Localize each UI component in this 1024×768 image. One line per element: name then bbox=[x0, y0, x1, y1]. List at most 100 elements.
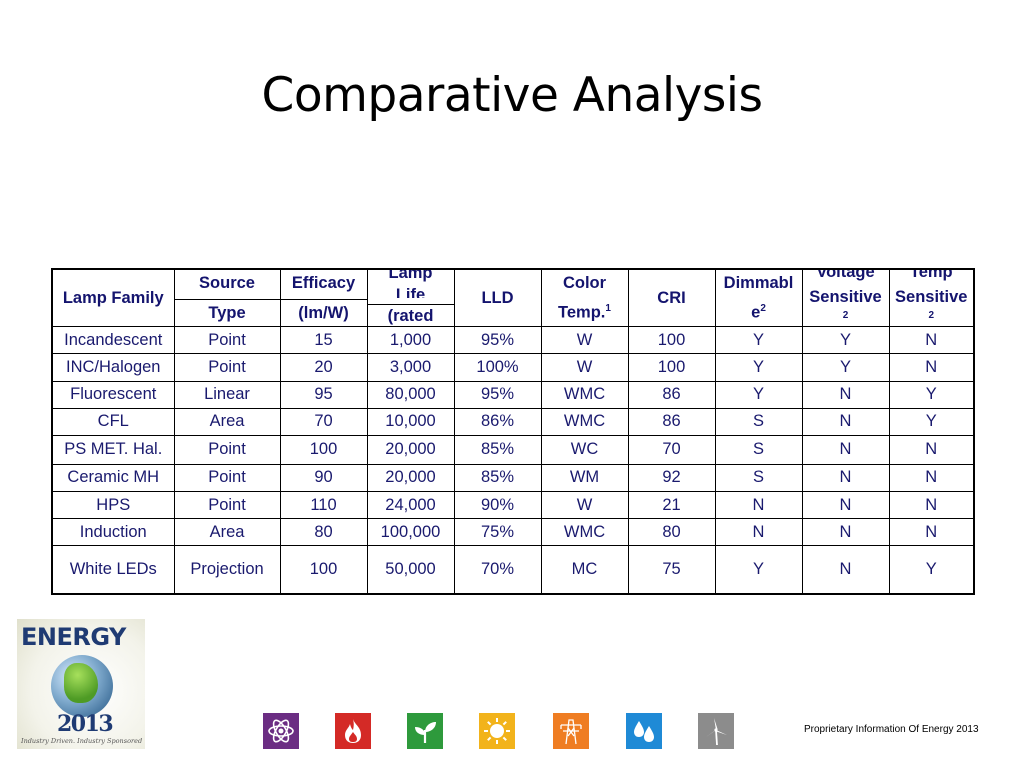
cell-lamp-life: 10,000 bbox=[366, 407, 455, 436]
cell-lamp-family: Fluorescent bbox=[51, 380, 175, 409]
header-voltage-sensitive: Voltage Sensitive 2 bbox=[801, 268, 890, 328]
cell-lamp-family: Ceramic MH bbox=[51, 463, 175, 493]
globe-land-shape bbox=[64, 663, 98, 703]
cell-color-temp: MC bbox=[540, 545, 629, 595]
cell-lamp-life: 50,000 bbox=[366, 545, 455, 595]
cell-color-temp: W bbox=[540, 491, 629, 520]
cell-dimmable: N bbox=[714, 518, 803, 547]
table-row: CFL Area 70 10,000 86% WMC 86 S N Y bbox=[51, 407, 975, 436]
cell-lld: 100% bbox=[453, 353, 542, 382]
cell-temp-sensitive: N bbox=[888, 326, 975, 355]
cell-temp-sensitive: N bbox=[888, 463, 975, 493]
cell-color-temp: WMC bbox=[540, 407, 629, 436]
cell-lamp-life: 3,000 bbox=[366, 353, 455, 382]
cell-efficacy: 80 bbox=[279, 518, 368, 547]
cell-source-type: Area bbox=[173, 518, 281, 547]
cell-temp-sensitive: N bbox=[888, 491, 975, 520]
cell-temp-sensitive: N bbox=[888, 518, 975, 547]
cell-dimmable: S bbox=[714, 463, 803, 493]
comparison-table: Lamp Family Source Type Efficacy (lm/W) La… bbox=[51, 268, 975, 595]
header-efficacy: Efficacy (lm/W) bbox=[279, 268, 368, 328]
cell-source-type: Point bbox=[173, 326, 281, 355]
cell-lamp-family: PS MET. Hal. bbox=[51, 434, 175, 465]
cell-lamp-life: 80,000 bbox=[366, 380, 455, 409]
cell-cri: 100 bbox=[627, 353, 716, 382]
cell-dimmable: N bbox=[714, 491, 803, 520]
cell-lamp-life: 20,000 bbox=[366, 463, 455, 493]
cell-temp-sensitive: N bbox=[888, 434, 975, 465]
cell-color-temp: W bbox=[540, 353, 629, 382]
cell-dimmable: Y bbox=[714, 545, 803, 595]
table-row: Fluorescent Linear 95 80,000 95% WMC 86 … bbox=[51, 380, 975, 409]
cell-source-type: Point bbox=[173, 463, 281, 493]
atom-icon bbox=[263, 713, 299, 749]
cell-voltage-sensitive: N bbox=[801, 407, 890, 436]
comparison-table-container: Lamp Family Source Type Efficacy (lm/W) La… bbox=[51, 268, 975, 595]
cell-source-type: Point bbox=[173, 353, 281, 382]
water-drops-icon bbox=[626, 713, 662, 749]
cell-color-temp: W bbox=[540, 326, 629, 355]
header-cri: CRI bbox=[627, 268, 716, 328]
logo-wordmark: ENERGY bbox=[21, 623, 126, 651]
cell-color-temp: WC bbox=[540, 434, 629, 465]
cell-lamp-life: 20,000 bbox=[366, 434, 455, 465]
logo-year: 2013 bbox=[57, 711, 114, 737]
cell-source-type: Area bbox=[173, 407, 281, 436]
cell-lld: 85% bbox=[453, 463, 542, 493]
cell-cri: 86 bbox=[627, 407, 716, 436]
footer-proprietary-notice: Proprietary Information Of Energy 2013 bbox=[804, 724, 979, 735]
cell-lamp-family: INC/Halogen bbox=[51, 353, 175, 382]
table-header-row: Lamp Family Source Type Efficacy (lm/W) La… bbox=[51, 268, 975, 328]
cell-voltage-sensitive: Y bbox=[801, 353, 890, 382]
cell-lamp-life: 100,000 bbox=[366, 518, 455, 547]
cell-temp-sensitive: N bbox=[888, 353, 975, 382]
cell-cri: 70 bbox=[627, 434, 716, 465]
cell-lamp-life: 24,000 bbox=[366, 491, 455, 520]
cell-color-temp: WMC bbox=[540, 380, 629, 409]
cell-lld: 70% bbox=[453, 545, 542, 595]
cell-lamp-family: White LEDs bbox=[51, 545, 175, 595]
cell-temp-sensitive: Y bbox=[888, 545, 975, 595]
cell-efficacy: 20 bbox=[279, 353, 368, 382]
cell-dimmable: Y bbox=[714, 380, 803, 409]
cell-efficacy: 100 bbox=[279, 434, 368, 465]
header-color-temp: Color Temp.1 bbox=[540, 268, 629, 328]
table-row: White LEDs Projection 100 50,000 70% MC … bbox=[51, 545, 975, 595]
table-row: PS MET. Hal. Point 100 20,000 85% WC 70 … bbox=[51, 434, 975, 465]
header-dimmable: Dimmabl e2 bbox=[714, 268, 803, 328]
cell-dimmable: Y bbox=[714, 326, 803, 355]
cell-source-type: Point bbox=[173, 434, 281, 465]
table-row: HPS Point 110 24,000 90% W 21 N N N bbox=[51, 491, 975, 520]
cell-voltage-sensitive: N bbox=[801, 463, 890, 493]
cell-dimmable: Y bbox=[714, 353, 803, 382]
cell-source-type: Linear bbox=[173, 380, 281, 409]
logo-tagline: Industry Driven. Industry Sponsored bbox=[21, 737, 143, 745]
cell-voltage-sensitive: N bbox=[801, 545, 890, 595]
cell-lamp-life: 1,000 bbox=[366, 326, 455, 355]
cell-temp-sensitive: Y bbox=[888, 407, 975, 436]
cell-lld: 90% bbox=[453, 491, 542, 520]
cell-temp-sensitive: Y bbox=[888, 380, 975, 409]
sun-icon bbox=[479, 713, 515, 749]
cell-efficacy: 90 bbox=[279, 463, 368, 493]
cell-efficacy: 95 bbox=[279, 380, 368, 409]
cell-cri: 21 bbox=[627, 491, 716, 520]
energy-2013-logo: ENERGY 2013 Industry Driven. Industry Sp… bbox=[17, 619, 145, 749]
header-lld: LLD bbox=[453, 268, 542, 328]
header-lamp-life: Lamp Life (rated bbox=[366, 268, 455, 328]
header-lamp-family: Lamp Family bbox=[51, 268, 175, 328]
cell-cri: 92 bbox=[627, 463, 716, 493]
cell-cri: 100 bbox=[627, 326, 716, 355]
flame-icon bbox=[335, 713, 371, 749]
cell-voltage-sensitive: N bbox=[801, 518, 890, 547]
cell-dimmable: S bbox=[714, 407, 803, 436]
cell-lamp-family: HPS bbox=[51, 491, 175, 520]
cell-voltage-sensitive: Y bbox=[801, 326, 890, 355]
table-row: Ceramic MH Point 90 20,000 85% WM 92 S N… bbox=[51, 463, 975, 493]
cell-cri: 75 bbox=[627, 545, 716, 595]
cell-source-type: Projection bbox=[173, 545, 281, 595]
cell-color-temp: WMC bbox=[540, 518, 629, 547]
table-row: Induction Area 80 100,000 75% WMC 80 N N… bbox=[51, 518, 975, 547]
cell-voltage-sensitive: N bbox=[801, 491, 890, 520]
cell-voltage-sensitive: N bbox=[801, 380, 890, 409]
